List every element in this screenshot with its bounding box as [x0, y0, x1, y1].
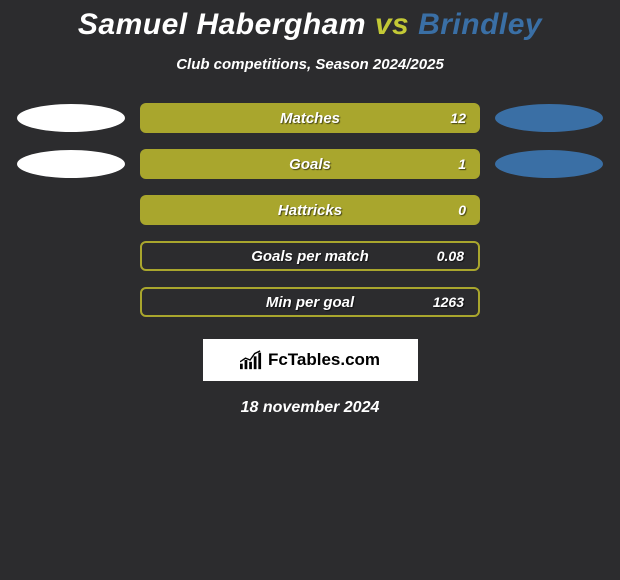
stat-row: Goals per match 0.08: [0, 241, 620, 271]
stat-label: Matches: [280, 110, 340, 127]
player2-name: Brindley: [418, 8, 542, 41]
player1-name: Samuel Habergham: [78, 8, 366, 41]
stat-row: Matches 12: [0, 103, 620, 133]
comparison-card: Samuel Habergham vs Brindley Club compet…: [0, 0, 620, 417]
stat-bar-goals-per-match: Goals per match 0.08: [140, 241, 480, 271]
brand-badge: FcTables.com: [203, 339, 418, 381]
stat-label: Goals: [289, 156, 331, 173]
stat-bar-matches: Matches 12: [140, 103, 480, 133]
stat-row: Min per goal 1263: [0, 287, 620, 317]
stat-value: 1: [458, 156, 466, 172]
stat-label: Goals per match: [251, 248, 369, 265]
stat-bar-hattricks: Hattricks 0: [140, 195, 480, 225]
stat-value: 12: [450, 110, 466, 126]
player1-blob-icon: [17, 150, 125, 178]
player1-blob-icon: [17, 104, 125, 132]
stat-value: 0: [458, 202, 466, 218]
stat-bar-goals: Goals 1: [140, 149, 480, 179]
stat-row: Goals 1: [0, 149, 620, 179]
title: Samuel Habergham vs Brindley: [0, 8, 620, 42]
date-label: 18 november 2024: [0, 399, 620, 417]
fctables-logo-icon: [240, 350, 262, 370]
stats-rows: Matches 12 Goals 1 Hattricks 0 Goal: [0, 103, 620, 317]
stat-label: Min per goal: [266, 294, 354, 311]
stat-row: Hattricks 0: [0, 195, 620, 225]
player2-blob-icon: [495, 104, 603, 132]
vs-separator: vs: [375, 8, 409, 41]
stat-label: Hattricks: [278, 202, 342, 219]
stat-value: 0.08: [437, 248, 464, 264]
stat-bar-min-per-goal: Min per goal 1263: [140, 287, 480, 317]
player2-blob-icon: [495, 150, 603, 178]
brand-text: FcTables.com: [268, 350, 380, 370]
subtitle: Club competitions, Season 2024/2025: [0, 56, 620, 73]
stat-value: 1263: [433, 294, 464, 310]
